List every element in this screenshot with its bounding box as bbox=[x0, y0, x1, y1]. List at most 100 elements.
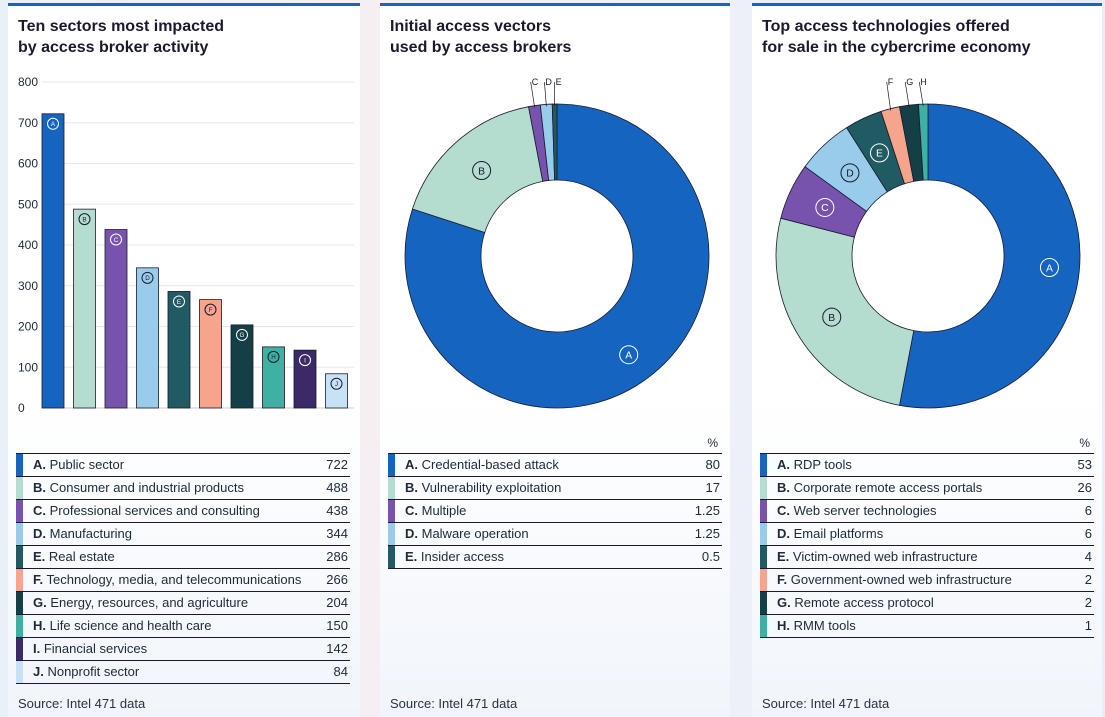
sectors-bar-chart: 0 100 200 300 400 500 600 700 800 A B C D E F G H I J bbox=[18, 75, 354, 415]
legend-swatch bbox=[388, 500, 395, 522]
svg-text:E: E bbox=[177, 299, 181, 306]
leader-line-h bbox=[918, 81, 924, 107]
bar-label-i: I bbox=[299, 354, 311, 367]
svg-text:B: B bbox=[828, 313, 835, 324]
sectors-title: Ten sectors most impacted by access brok… bbox=[18, 16, 348, 58]
legend-row-c: C. Professional services and consulting 4… bbox=[16, 500, 350, 523]
legend-value: 6 bbox=[1084, 503, 1092, 518]
slice-label-e: E bbox=[556, 77, 562, 87]
legend-label: B. Consumer and industrial products bbox=[33, 480, 244, 495]
legend-value: 722 bbox=[326, 457, 348, 472]
legend-swatch bbox=[760, 546, 767, 568]
vectors-legend: A. Credential-based attack 80 B. Vulnerabi… bbox=[388, 453, 722, 569]
bar-label-b: B bbox=[78, 213, 91, 226]
vectors-title: Initial access vectors used by access br… bbox=[390, 16, 720, 58]
legend-swatch bbox=[760, 615, 767, 637]
legend-label: A. Public sector bbox=[33, 457, 125, 472]
legend-swatch bbox=[388, 546, 395, 568]
slice-label-e: E bbox=[869, 143, 889, 163]
svg-text:H: H bbox=[271, 354, 276, 361]
vectors-title-line1: Initial access vectors bbox=[390, 18, 551, 35]
vectors-panel: Initial access vectors used by access br… bbox=[380, 3, 730, 717]
bar-h bbox=[262, 346, 285, 409]
legend-swatch bbox=[16, 592, 23, 614]
legend-row-g: G. Remote access protocol 2 bbox=[760, 592, 1094, 615]
bar-label-j: J bbox=[330, 377, 343, 390]
svg-text:F: F bbox=[209, 307, 213, 314]
legend-label: G. Remote access protocol bbox=[777, 595, 934, 610]
legend-row-j: J. Nonprofit sector 84 bbox=[16, 661, 350, 684]
legend-value: 2 bbox=[1084, 595, 1092, 610]
legend-row-b: B. Consumer and industrial products 488 bbox=[16, 477, 350, 500]
legend-swatch bbox=[16, 661, 23, 683]
legend-value: 6 bbox=[1084, 526, 1092, 541]
technologies-legend: A. RDP tools 53 B. Corporate remote access… bbox=[760, 453, 1094, 638]
sectors-title-line1: Ten sectors most impacted bbox=[18, 18, 224, 35]
legend-value: 84 bbox=[333, 664, 348, 679]
leader-line-d bbox=[544, 81, 547, 107]
bar-label-c: C bbox=[110, 233, 122, 246]
bar-f bbox=[199, 299, 222, 409]
bar-label-a: A bbox=[47, 117, 59, 130]
legend-value: 142 bbox=[326, 641, 348, 656]
slice-e bbox=[551, 103, 558, 181]
legend-value: 1.25 bbox=[694, 526, 720, 541]
legend-label: C. Web server technologies bbox=[777, 503, 937, 518]
legend-value: 344 bbox=[326, 526, 348, 541]
vectors-donut-chart: A B C D E bbox=[404, 77, 710, 409]
legend-swatch bbox=[16, 500, 23, 522]
legend-swatch bbox=[16, 615, 23, 637]
legend-swatch bbox=[760, 454, 767, 476]
leader-line-g bbox=[904, 81, 910, 108]
slice-label-b: B bbox=[822, 307, 842, 327]
legend-label: H. RMM tools bbox=[777, 618, 856, 633]
svg-text:C: C bbox=[821, 203, 829, 214]
legend-row-b: B. Corporate remote access portals 26 bbox=[760, 477, 1094, 500]
sectors-title-line2: by access broker activity bbox=[18, 39, 209, 56]
slice-label-a: A bbox=[619, 345, 639, 365]
legend-row-b: B. Vulnerability exploitation 17 bbox=[388, 477, 722, 500]
legend-label: C. Professional services and consulting bbox=[33, 503, 260, 518]
legend-label: F. Government-owned web infrastructure bbox=[777, 572, 1012, 587]
bar-j bbox=[325, 373, 348, 409]
legend-swatch bbox=[760, 477, 767, 499]
legend-value: 1.25 bbox=[694, 503, 720, 518]
legend-value: 204 bbox=[326, 595, 348, 610]
leader-line-f bbox=[886, 81, 892, 111]
legend-row-a: A. Public sector 722 bbox=[16, 454, 350, 477]
legend-label: E. Real estate bbox=[33, 549, 115, 564]
bar-label-f: F bbox=[204, 303, 217, 316]
technologies-title-line2: for sale in the cybercrime economy bbox=[762, 39, 1031, 56]
legend-row-e: E. Victim-owned web infrastructure 4 bbox=[760, 546, 1094, 569]
legend-label: I. Financial services bbox=[33, 641, 148, 656]
technologies-title-line1: Top access technologies offered bbox=[762, 18, 1010, 35]
legend-label: A. Credential-based attack bbox=[405, 457, 559, 472]
bar-d bbox=[136, 267, 159, 409]
legend-swatch bbox=[760, 500, 767, 522]
y-tick-label: 400 bbox=[18, 238, 38, 252]
legend-value: 438 bbox=[326, 503, 348, 518]
slice-a bbox=[404, 103, 710, 409]
bar-i bbox=[293, 349, 317, 409]
legend-swatch bbox=[388, 477, 395, 499]
technologies-percent-label: % bbox=[1079, 436, 1090, 450]
legend-value: 2 bbox=[1084, 572, 1092, 587]
legend-label: E. Victim-owned web infrastructure bbox=[777, 549, 978, 564]
svg-text:A: A bbox=[51, 121, 56, 128]
y-tick-label: 0 bbox=[18, 401, 25, 415]
legend-label: D. Manufacturing bbox=[33, 526, 132, 541]
y-tick-label: 800 bbox=[18, 75, 38, 89]
vectors-percent-label: % bbox=[707, 436, 718, 450]
legend-label: G. Energy, resources, and agriculture bbox=[33, 595, 249, 610]
legend-row-a: A. Credential-based attack 80 bbox=[388, 454, 722, 477]
legend-row-e: E. Insider access 0.5 bbox=[388, 546, 722, 569]
vectors-source: Source: Intel 471 data bbox=[390, 696, 518, 711]
legend-row-h: H. RMM tools 1 bbox=[760, 615, 1094, 638]
slice-label-d: D bbox=[840, 163, 860, 183]
bar-label-h: H bbox=[267, 350, 280, 363]
y-tick-label: 100 bbox=[18, 360, 38, 374]
vectors-title-line2: used by access brokers bbox=[390, 39, 572, 56]
legend-label: C. Multiple bbox=[405, 503, 467, 518]
bar-g bbox=[230, 324, 254, 409]
slice-label-a: A bbox=[1039, 257, 1059, 277]
